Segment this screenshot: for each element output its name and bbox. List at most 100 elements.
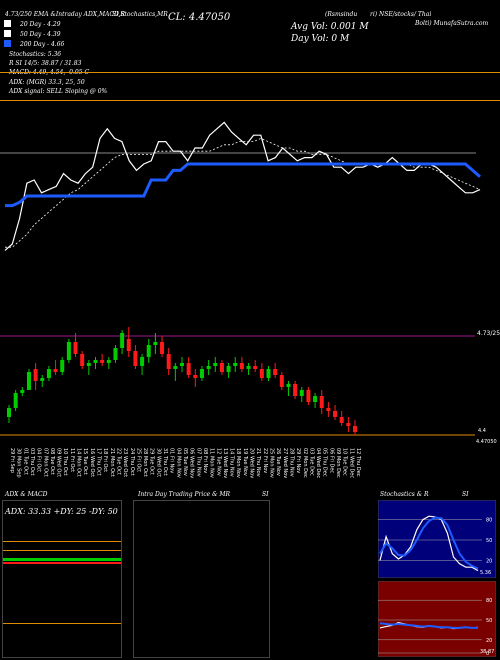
- candle-body-28: [193, 375, 198, 378]
- header-source-bottom: Bolti) MunafaSutra.com: [415, 20, 489, 27]
- date-tick-8: 10 Thu Oct: [62, 448, 68, 476]
- date-tick-10: 14 Mon Oct: [76, 448, 82, 477]
- rsi-tick-3: 0: [486, 651, 489, 657]
- date-tick-22: 30 Wed Oct: [155, 448, 161, 477]
- ema20-label: 20 Day - 4.29: [20, 21, 61, 28]
- intraday-panel-si: SI: [262, 491, 269, 498]
- candle-body-47: [319, 396, 324, 408]
- header-source-top: ri) NSE/stocks/ Thai: [370, 11, 432, 18]
- date-tick-44: 02 Mon Dec: [302, 448, 308, 478]
- rsi-end-label: 38.87: [480, 649, 494, 655]
- candle-body-46: [313, 396, 318, 402]
- adx-macd-panel: ADX: 33.33 +DY: 25 -DY: 50: [2, 500, 122, 658]
- day-volume-label: Day Vol: 0 M: [291, 34, 350, 44]
- candle-body-51: [346, 423, 351, 426]
- date-tick-29: 08 Fri Nov: [202, 448, 208, 473]
- rsi-background: [378, 581, 496, 657]
- date-tick-36: 20 Wed Nov: [249, 448, 255, 478]
- ema200-label: 200 Day - 4.66: [20, 41, 65, 48]
- ema20-swatch: [4, 20, 11, 27]
- intraday-panel: [133, 500, 270, 658]
- price-ema-chart: [0, 121, 481, 251]
- date-tick-48: 06 Fri Dec: [328, 448, 334, 473]
- candle-body-23: [160, 342, 165, 354]
- stochastics-end-label: 5.36: [480, 570, 491, 576]
- adx-minus-line: [3, 562, 121, 564]
- candle-body-49: [333, 411, 338, 417]
- candle-body-41: [279, 375, 284, 387]
- date-tick-12: 16 Wed Oct: [89, 448, 95, 477]
- date-tick-26: 05 Tue Nov: [182, 448, 188, 476]
- candle-body-42: [286, 384, 291, 387]
- candle-body-36: [246, 366, 251, 369]
- candle-body-43: [293, 384, 298, 396]
- date-tick-32: 13 Wed Nov: [222, 448, 228, 478]
- date-tick-4: 04 Fri Oct: [36, 448, 42, 472]
- adx-plus-line: [3, 558, 121, 561]
- candle-body-22: [153, 342, 158, 345]
- candle-body-19: [133, 351, 138, 366]
- price-series-0: [4, 121, 481, 251]
- candle-body-8: [60, 360, 65, 372]
- candle-body-45: [306, 390, 311, 402]
- candle-body-50: [339, 417, 344, 423]
- stochastics-background: [378, 500, 496, 578]
- candle-body-37: [253, 366, 258, 369]
- date-tick-33: 14 Thu Nov: [229, 448, 235, 477]
- candle-body-29: [199, 369, 204, 378]
- date-axis: 29 Fri Sep 30 Mon Sep 01 Tue Oct 03 Thu Oct…: [9, 448, 361, 478]
- date-tick-39: 25 Mon Nov: [269, 448, 275, 478]
- date-tick-50: 10 Tue Dec: [342, 448, 348, 476]
- date-tick-18: 24 Thu Oct: [129, 448, 135, 476]
- date-tick-38: 22 Fri Nov: [262, 448, 268, 473]
- candle-body-15: [106, 360, 111, 363]
- price-series-2: [5, 162, 481, 208]
- date-tick-20: 28 Mon Oct: [142, 448, 148, 477]
- date-tick-28: 07 Thu Nov: [195, 448, 201, 477]
- date-tick-51: 11 Wed Dec: [348, 448, 354, 478]
- candle-body-7: [53, 369, 58, 372]
- stochastics-series-0: [379, 515, 479, 572]
- candle-body-1: [13, 393, 18, 408]
- price-series-1: [5, 137, 481, 248]
- candlestick-chart: 4.73/250 4.4 4.47050: [0, 327, 500, 445]
- adx-panel-title: ADX & MACD: [5, 491, 48, 498]
- date-tick-14: 18 Fri Oct: [102, 448, 108, 472]
- candle-body-38: [259, 369, 264, 378]
- date-tick-30: 11 Mon Nov: [209, 448, 215, 478]
- candle-body-11: [80, 354, 85, 366]
- date-tick-19: 25 Fri Oct: [135, 448, 141, 472]
- candle-body-32: [219, 363, 224, 372]
- stochastics-value: Stochastics: 5.36: [9, 51, 62, 58]
- date-tick-21: 29 Tue Oct: [149, 448, 155, 475]
- rsi-value: R SI 14/5: 38.87 / 31.83: [9, 60, 82, 67]
- candle-body-24: [166, 354, 171, 369]
- date-tick-3: 03 Thu Oct: [29, 448, 35, 476]
- candle-body-16: [113, 348, 118, 360]
- adx-divider-line: [0, 100, 500, 101]
- candle-body-3: [26, 372, 31, 390]
- candle-body-13: [93, 360, 98, 363]
- date-tick-7: 09 Wed Oct: [56, 448, 62, 477]
- date-tick-5: 07 Mon Oct: [42, 448, 48, 477]
- stochastics-series-1: [379, 516, 479, 570]
- date-tick-34: 18 Mon Nov: [235, 448, 241, 478]
- date-tick-27: 06 Wed Nov: [189, 448, 195, 478]
- date-tick-23: 31 Thu Oct: [162, 448, 168, 476]
- date-tick-6: 08 Tue Oct: [49, 448, 55, 475]
- date-tick-16: 22 Tue Oct: [115, 448, 121, 475]
- candle-body-0: [7, 408, 11, 417]
- date-tick-0: 29 Fri Sep: [9, 448, 15, 473]
- rsi-panel: 80 50 20 038.87: [378, 581, 496, 657]
- candle-body-35: [239, 363, 244, 369]
- date-tick-15: 21 Mon Oct: [109, 448, 115, 477]
- stochastics-tick-0: 80: [486, 518, 492, 524]
- rsi-tick-2: 20: [486, 638, 492, 644]
- header-mid-line: SI,Stochastics,MR: [112, 11, 168, 18]
- date-tick-24: 01 Fri Nov: [169, 448, 175, 473]
- avg-volume-label: Avg Vol: 0.001 M: [291, 22, 369, 32]
- stochastics-tick-2: 20: [486, 558, 492, 564]
- date-tick-17: 23 Wed Oct: [122, 448, 128, 477]
- candle-body-34: [233, 363, 238, 366]
- date-tick-41: 27 Wed Nov: [282, 448, 288, 478]
